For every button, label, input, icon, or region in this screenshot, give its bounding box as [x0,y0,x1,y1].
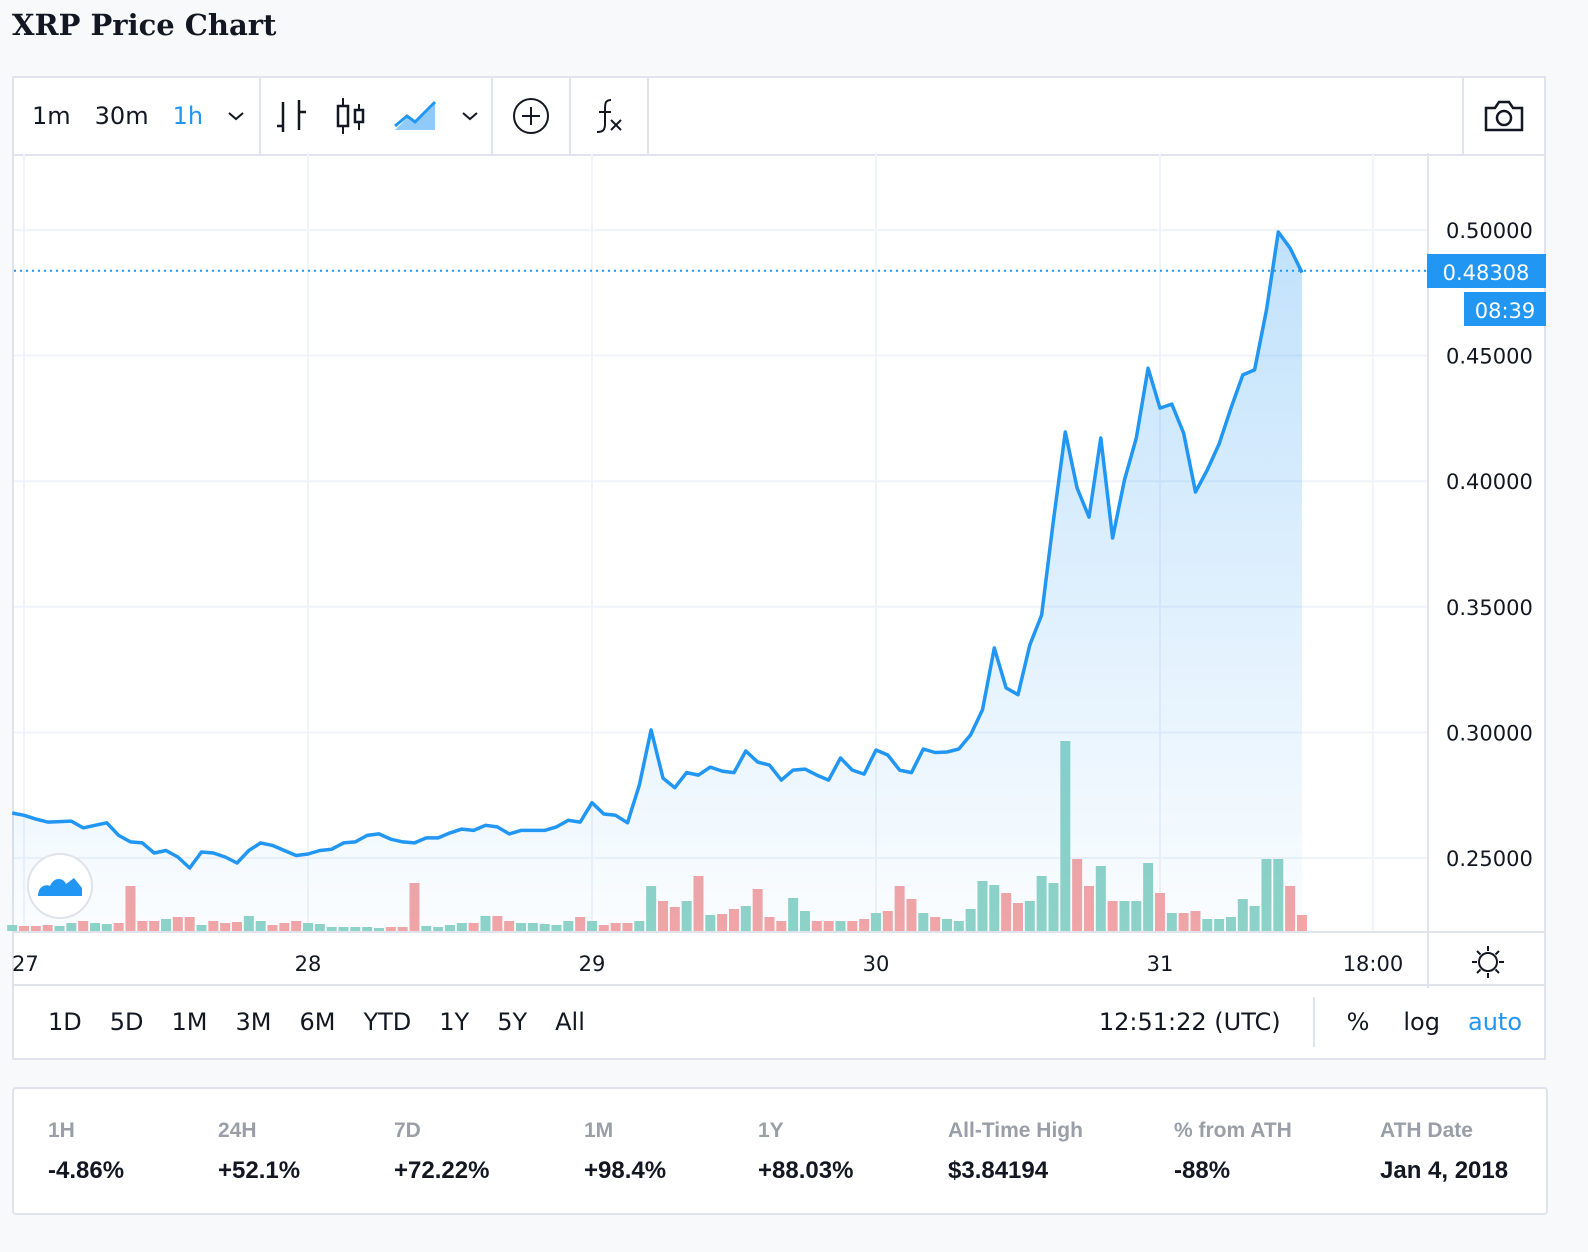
stat-label: % from ATH [1174,1119,1292,1142]
stat-value: +88.03% [758,1157,854,1184]
stat-value: +72.22% [394,1157,490,1184]
stat-7: ATH Date Jan 4, 2018 [1380,1119,1508,1185]
stat-label: 1Y [758,1119,784,1142]
stat-4: 1Y +88.03% [758,1119,853,1185]
stat-label: All-Time High [948,1119,1083,1142]
range-1m[interactable]: 1M [171,1008,208,1036]
stat-6: % from ATH -88% [1174,1119,1292,1185]
range-1d[interactable]: 1D [48,1008,82,1036]
stat-5: All-Time High $3.84194 [948,1119,1083,1185]
stat-value: $3.84194 [948,1157,1049,1184]
screenshot-button[interactable] [1464,78,1544,154]
stat-1: 24H +52.1% [218,1119,300,1185]
stat-value: +52.1% [218,1157,301,1184]
range-6m[interactable]: 6M [299,1008,336,1036]
range-bar: 1D 5D 1M 3M 6M YTD 1Y 5Y All 12:51:22 (U… [14,984,1544,1058]
interval-dropdown[interactable] [215,78,257,154]
chevron-down-icon [228,112,244,121]
stat-label: ATH Date [1380,1119,1473,1142]
stat-3: 1M +98.4% [584,1119,666,1185]
interval-1m[interactable]: 1m [32,102,71,130]
stat-value: -88% [1174,1157,1231,1184]
utc-clock[interactable]: 12:51:22 (UTC) [1098,1008,1281,1036]
stat-label: 1H [48,1119,75,1142]
range-5y[interactable]: 5Y [497,1008,528,1036]
indicators-button[interactable] [571,78,647,154]
bars-icon [277,100,307,132]
candles-style-button[interactable] [321,78,381,154]
range-1y[interactable]: 1Y [439,1008,470,1036]
scale-auto[interactable]: auto [1467,1008,1522,1036]
stat-label: 7D [394,1119,421,1142]
style-dropdown[interactable] [449,78,491,154]
stat-label: 1M [584,1119,614,1142]
scale-log[interactable]: log [1403,1008,1440,1036]
stat-2: 7D +72.22% [394,1119,489,1185]
camera-icon [1484,100,1524,132]
stat-value: -4.86% [48,1157,125,1184]
range-ytd[interactable]: YTD [363,1008,412,1036]
scale-percent[interactable]: % [1346,1008,1370,1036]
stat-0: 1H -4.86% [48,1119,124,1185]
page-title: XRP Price Chart [12,8,277,42]
area-style-button[interactable] [381,78,449,154]
area-icon [394,100,437,130]
chevron-down-icon [462,112,478,121]
candles-icon [336,98,365,134]
stat-value: +98.4% [584,1157,667,1184]
chart-toolbar: 1m 30m 1h [14,78,1544,156]
stats-panel: 1H -4.86% 24H +52.1% 7D +72.22% 1M +98.4% 1Y +88.… [12,1087,1548,1215]
stat-value: Jan 4, 2018 [1380,1157,1509,1184]
interval-30m[interactable]: 30m [94,102,149,130]
range-all[interactable]: All [555,1008,585,1036]
stat-label: 24H [218,1119,257,1142]
chart-widget: 1m 30m 1h 1D 5D 1M 3M 6M YTD 1Y 5Y All 1… [12,76,1546,1060]
range-5d[interactable]: 5D [109,1008,144,1036]
compare-button[interactable] [493,78,569,154]
range-3m[interactable]: 3M [235,1008,272,1036]
bars-style-button[interactable] [261,78,321,154]
plus-circle-icon [513,98,550,134]
interval-1h[interactable]: 1h [172,102,204,130]
function-icon [597,99,622,133]
